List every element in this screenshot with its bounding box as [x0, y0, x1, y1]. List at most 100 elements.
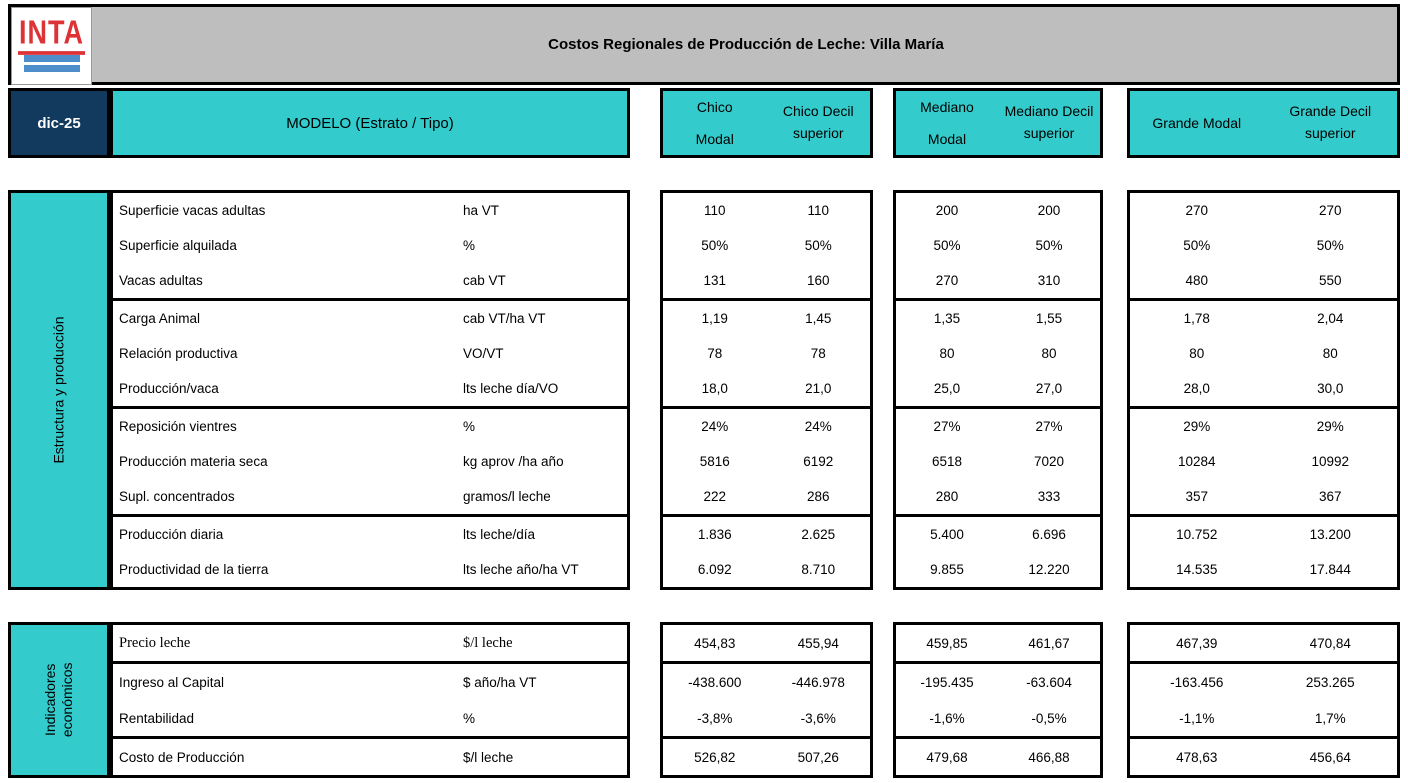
value-row: 110 110 — [663, 193, 870, 228]
value-cell: 10284 — [1177, 454, 1216, 469]
row-unit: VO/VT — [463, 346, 504, 361]
row-label: Ingreso al Capital — [119, 674, 225, 690]
value-cell: 455,94 — [797, 635, 839, 651]
value-cell: 14.535 — [1176, 562, 1218, 577]
value-cell: 160 — [806, 273, 830, 288]
row-label: Producción diaria — [119, 527, 224, 542]
value-row: 80 80 — [1130, 336, 1397, 371]
row-group: 459,85 461,67 — [896, 625, 1100, 661]
row-label: Supl. concentrados — [119, 489, 235, 504]
column-header: Mediano Modal — [896, 91, 998, 155]
table-row: Superficie vacas adultas ha VT — [113, 193, 627, 228]
value-cell: 12.220 — [1028, 562, 1070, 577]
value-cell: -1,1% — [1179, 710, 1215, 726]
value-row: 50% 50% — [896, 228, 1100, 263]
value-row: 478,63 456,64 — [1130, 739, 1397, 775]
row-group: 5.400 6.696 9.855 12.220 — [896, 514, 1100, 587]
value-row: 14.535 17.844 — [1130, 552, 1397, 587]
value-cell: 27% — [933, 419, 961, 434]
value-row: -1,6% -0,5% — [896, 700, 1100, 736]
row-unit: lts leche año/ha VT — [463, 562, 579, 577]
inta-logo-text: INTA — [18, 16, 85, 55]
row-group: 110 110 50% 50% 131 160 — [663, 193, 870, 298]
row-group: 479,68 466,88 — [896, 736, 1100, 775]
value-row: 222 286 — [663, 479, 870, 514]
table-row: Reposición vientres% — [113, 409, 627, 444]
value-row: 50% 50% — [1130, 228, 1397, 263]
value-cell: 459,85 — [926, 635, 968, 651]
table-row: Precio leche $/l leche — [113, 625, 627, 661]
row-unit: $/l leche — [463, 634, 513, 651]
value-cell: 10992 — [1311, 454, 1350, 469]
row-label: Producción/vaca — [119, 381, 219, 396]
table-row: Ingreso al Capital $ año/ha VT — [113, 664, 627, 700]
value-cell: 270 — [1318, 203, 1342, 218]
period-cell: dic-25 — [8, 88, 110, 158]
table-row: Productividad de la tierra lts leche año/… — [113, 552, 627, 587]
value-row: 9.855 12.220 — [896, 552, 1100, 587]
row-label: Relación productiva — [119, 346, 238, 361]
table-row: Rentabilidad% — [113, 700, 627, 736]
value-cell: 333 — [1037, 489, 1061, 504]
row-group: Reposición vientres% Producción materia s… — [113, 406, 627, 514]
value-cell: 1,19 — [701, 311, 728, 326]
value-cell: 357 — [1185, 489, 1209, 504]
row-group: 27% 27% 6518 7020 280 333 — [896, 406, 1100, 514]
section-sidebar-label: Estructura y producción — [51, 316, 68, 464]
row-group: 478,63 456,64 — [1130, 736, 1397, 775]
section-sidebar: Estructura y producción — [8, 190, 110, 590]
value-row: 28,0 30,0 — [1130, 371, 1397, 406]
value-cell: -438.600 — [688, 674, 742, 690]
row-label: Superficie alquilada — [119, 238, 237, 253]
value-row: 357 367 — [1130, 479, 1397, 514]
value-cell: 29% — [1316, 419, 1344, 434]
row-label: Producción materia seca — [119, 454, 268, 469]
row-group: 454,83 455,94 — [663, 625, 870, 661]
value-cell: 526,82 — [694, 749, 736, 765]
value-cell: 1,7% — [1314, 710, 1346, 726]
value-cell: 27,0 — [1035, 381, 1063, 396]
column-group-header: Chico Modal Chico Decil superior — [660, 88, 873, 158]
column-header-label: Mediano Modal — [920, 98, 974, 147]
value-cell: 9.855 — [930, 562, 964, 577]
value-cell: 270 — [935, 273, 959, 288]
value-row: 6.092 8.710 — [663, 552, 870, 587]
value-cell: 467,39 — [1176, 635, 1218, 651]
inta-logo-bar — [23, 55, 80, 62]
row-group: 467,39 470,84 — [1130, 625, 1397, 661]
value-cell: 21,0 — [805, 381, 832, 396]
row-group: Precio leche $/l leche — [113, 625, 627, 661]
row-unit: lts leche día/VO — [463, 381, 559, 396]
value-row: 1,19 1,45 — [663, 301, 870, 336]
value-cell: 29% — [1183, 419, 1211, 434]
value-row: 459,85 461,67 — [896, 625, 1100, 661]
value-cell: 479,68 — [926, 749, 968, 765]
value-row: 25,0 27,0 — [896, 371, 1100, 406]
column-header: Grande Modal — [1130, 91, 1264, 155]
value-cell: 50% — [933, 238, 961, 253]
values-box: 454,83 455,94 -438.600 -446.978 -3,8% -3,6% 52… — [660, 622, 873, 778]
row-labels-box: Superficie vacas adultas ha VT Superficie … — [110, 190, 630, 590]
value-row: 5816 6192 — [663, 444, 870, 479]
value-row: 454,83 455,94 — [663, 625, 870, 661]
value-cell: 480 — [1185, 273, 1209, 288]
row-group: Superficie vacas adultas ha VT Superficie … — [113, 193, 627, 298]
value-cell: 280 — [935, 489, 959, 504]
value-cell: 286 — [806, 489, 830, 504]
value-cell: 253.265 — [1305, 674, 1355, 690]
value-cell: 5.400 — [930, 527, 964, 542]
value-row: 1,78 2,04 — [1130, 301, 1397, 336]
value-cell: 466,88 — [1028, 749, 1070, 765]
section-sidebar-label: Indicadores económicos — [42, 662, 75, 738]
column-header-label: Grande Decil superior — [1289, 103, 1372, 141]
value-cell: 50% — [1183, 238, 1211, 253]
value-cell: 13.200 — [1309, 527, 1351, 542]
value-row: 10.752 13.200 — [1130, 517, 1397, 552]
table-row: Vacas adultas cab VT — [113, 263, 627, 298]
value-cell: -3,8% — [697, 710, 733, 726]
value-cell: -3,6% — [800, 710, 836, 726]
row-group: 10.752 13.200 14.535 17.844 — [1130, 514, 1397, 587]
value-cell: 80 — [939, 346, 955, 361]
value-row: 479,68 466,88 — [896, 739, 1100, 775]
